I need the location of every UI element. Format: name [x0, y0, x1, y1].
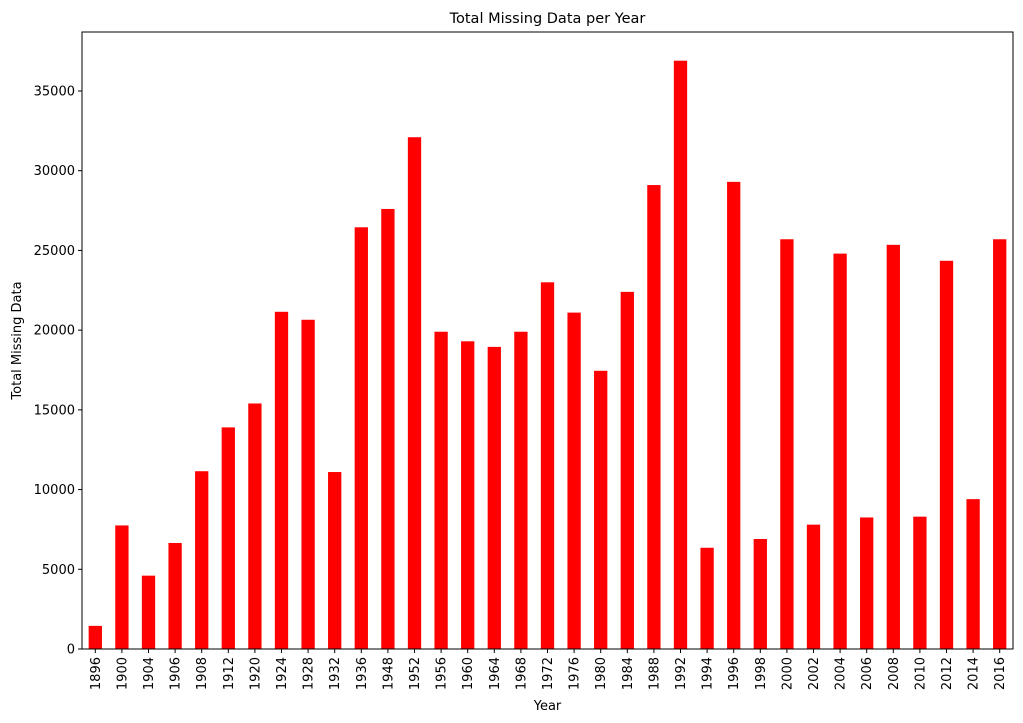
x-tick-label: 1992 [674, 657, 689, 690]
bar-2014 [966, 499, 980, 649]
x-tick-label: 1912 [222, 657, 237, 690]
x-tick-label: 1984 [621, 657, 636, 690]
bar-1928 [301, 319, 315, 649]
x-tick-label: 1956 [435, 657, 450, 690]
x-tick-label: 2016 [993, 657, 1008, 690]
x-tick-label: 1932 [328, 657, 343, 690]
x-axis-label: Year [533, 699, 562, 714]
bar-1932 [328, 472, 342, 649]
bar-1992 [673, 60, 688, 649]
bar-1960 [461, 341, 475, 649]
y-tick-label: 20000 [34, 324, 75, 339]
bar-1896 [88, 625, 102, 649]
bar-2016 [993, 239, 1007, 649]
y-tick-label: 25000 [34, 244, 75, 259]
y-tick-label: 5000 [42, 563, 75, 578]
x-tick-label: 1928 [302, 657, 317, 690]
bar-1956 [434, 331, 448, 649]
bar-1912 [221, 427, 235, 649]
bar-1984 [620, 291, 634, 649]
bar-1996 [727, 181, 741, 649]
bar-1906 [168, 542, 182, 649]
bar-1976 [567, 312, 581, 649]
bar-1908 [195, 471, 209, 649]
x-tick-label: 1924 [275, 657, 290, 690]
x-tick-label: 1900 [115, 657, 130, 690]
y-tick-label: 0 [67, 643, 75, 658]
y-tick-label: 30000 [34, 164, 75, 179]
x-tick-label: 2006 [860, 657, 875, 690]
y-tick-label: 35000 [34, 84, 75, 99]
x-tick-label: 2014 [967, 657, 982, 690]
bar-1988 [647, 185, 661, 649]
bar-2008 [886, 244, 900, 650]
bar-1924 [274, 311, 289, 649]
x-tick-label: 2002 [807, 657, 822, 690]
bar-1968 [514, 331, 528, 649]
bar-2006 [860, 517, 874, 649]
x-tick-label: 1904 [142, 657, 157, 690]
x-tick-label: 1906 [169, 657, 184, 690]
bar-1920 [248, 403, 262, 649]
x-tick-label: 1896 [89, 657, 104, 690]
bars-group [88, 60, 1007, 650]
y-tick-label: 10000 [34, 483, 75, 498]
bar-1972 [540, 282, 555, 649]
x-tick-label: 1960 [461, 657, 476, 690]
x-tick-label: 1980 [594, 657, 609, 690]
x-axis-ticks: 1896 1900 1904 1906 1908 1912 1920 1924 1928 1932… [89, 649, 1008, 690]
bar-2010 [913, 516, 927, 649]
bar-1936 [354, 227, 368, 649]
bar-1964 [487, 346, 501, 649]
chart-title: Total Missing Data per Year [449, 11, 646, 27]
bar-1998 [753, 538, 767, 649]
x-tick-label: 1920 [248, 657, 263, 690]
x-tick-label: 1952 [408, 657, 423, 690]
x-tick-label: 2000 [780, 657, 795, 690]
y-axis-ticks: 0 5000 10000 15000 20000 25000 30000 35000 [34, 84, 82, 658]
bar-1904 [141, 575, 156, 649]
x-tick-label: 1976 [568, 657, 583, 690]
bar-2004 [833, 253, 847, 650]
bar-2012 [939, 260, 954, 649]
bar-1994 [700, 547, 714, 649]
x-tick-label: 2004 [834, 657, 849, 690]
y-axis-label: Total Missing Data [10, 281, 25, 400]
x-tick-label: 1908 [195, 657, 210, 690]
x-tick-label: 1936 [355, 657, 370, 690]
x-tick-label: 1996 [727, 657, 742, 690]
bar-1948 [381, 208, 395, 649]
bar-1980 [594, 370, 608, 649]
x-tick-label: 2010 [913, 657, 928, 690]
x-tick-label: 1998 [754, 657, 769, 690]
x-tick-label: 1972 [541, 657, 556, 690]
x-tick-label: 2008 [887, 657, 902, 690]
bar-2000 [780, 239, 794, 649]
bar-2002 [806, 524, 821, 649]
plot-frame [81, 31, 1014, 650]
x-tick-label: 1968 [514, 657, 529, 690]
x-tick-label: 2012 [940, 657, 955, 690]
x-tick-label: 1948 [381, 657, 396, 690]
y-tick-label: 15000 [34, 403, 75, 418]
bar-1952 [407, 137, 422, 650]
x-tick-label: 1988 [647, 657, 662, 690]
x-tick-label: 1994 [701, 657, 716, 690]
x-tick-label: 1964 [488, 657, 503, 690]
bar-1900 [115, 525, 129, 649]
